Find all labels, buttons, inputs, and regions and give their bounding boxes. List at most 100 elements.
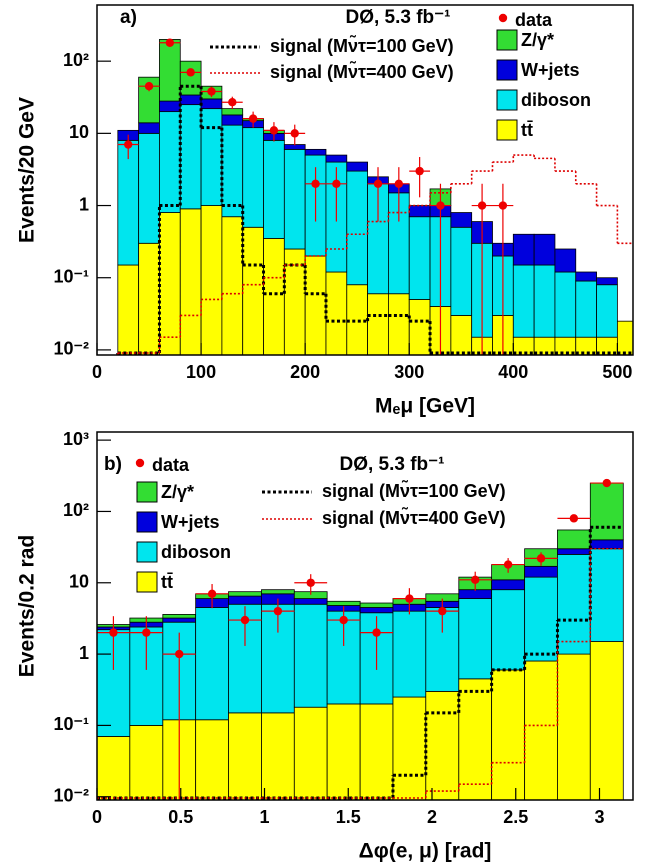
stack-bar	[408, 216, 431, 300]
legend-swatch	[136, 481, 158, 503]
legend-label: signal (Mν̃τ=400 GeV)	[270, 60, 454, 82]
legend-label: data	[152, 455, 190, 475]
stack-bar	[589, 482, 624, 541]
stack-bar	[458, 678, 493, 800]
data-point	[269, 126, 279, 135]
y-tick-label: 10²	[63, 500, 89, 520]
legend-label: diboson	[521, 90, 591, 110]
stack-bar	[261, 589, 295, 595]
stack-bar	[179, 60, 202, 96]
data-point	[438, 606, 447, 616]
stack-bar	[596, 277, 618, 286]
data-point	[240, 615, 250, 625]
stack-bar	[293, 706, 328, 800]
stack-bar	[392, 696, 427, 800]
stack-bar	[512, 233, 535, 266]
panel-label: a)	[120, 7, 137, 28]
stack-bar	[359, 607, 394, 614]
data-point	[109, 628, 118, 637]
legend-label: data	[515, 10, 553, 30]
legend-label: tt̄	[161, 572, 173, 592]
legend-label: Z/γ*	[521, 30, 554, 50]
x-tick-label: 1.5	[336, 807, 361, 827]
panel-label: b)	[104, 454, 122, 475]
y-tick-label: 10²	[63, 50, 89, 70]
stack-bar	[325, 154, 348, 163]
stack-bar	[179, 104, 202, 210]
x-tick-label: 0	[92, 807, 102, 827]
x-tick-label: 2.5	[503, 807, 528, 827]
data-point	[569, 514, 579, 523]
legend-swatch	[136, 511, 158, 533]
y-tick-label: 10⁻²	[53, 785, 89, 805]
chart-title: DØ, 5.3 fb⁻¹	[339, 454, 444, 475]
data-point	[186, 68, 195, 77]
stack-bar	[326, 600, 361, 606]
y-tick-label: 1	[79, 643, 89, 663]
stack-bar	[293, 603, 328, 708]
legend-swatch	[496, 29, 518, 51]
plot-area	[97, 481, 624, 800]
x-axis-label: Mₑμ [GeV]	[375, 395, 475, 418]
data-point	[228, 98, 237, 107]
data-point	[602, 478, 611, 488]
stack-bar	[195, 607, 229, 721]
data-point	[306, 578, 315, 587]
legend-marker	[135, 458, 145, 468]
data-point	[415, 166, 424, 176]
chart-title: DØ, 5.3 fb⁻¹	[345, 7, 450, 28]
y-axis-label: Events/0.2 rad	[16, 535, 39, 677]
stack-bar	[221, 124, 244, 218]
stack-bar	[283, 148, 306, 250]
stack-bar	[554, 271, 577, 338]
x-tick-label: 0.5	[168, 807, 193, 827]
stack-bar	[367, 293, 389, 355]
stack-bar	[491, 669, 526, 800]
stack-bar	[596, 284, 618, 338]
stack-bar	[458, 598, 493, 680]
stack-bar	[557, 553, 591, 655]
y-tick-label: 10	[69, 572, 89, 592]
y-tick-label: 10	[69, 122, 89, 142]
y-tick-label: 10⁻¹	[53, 266, 89, 286]
data-point	[273, 606, 283, 616]
data-point	[248, 114, 258, 123]
data-point	[124, 140, 133, 149]
stack-bar	[159, 111, 181, 213]
stack-bar	[195, 719, 229, 800]
stack-bar	[589, 641, 624, 800]
legend-label: signal (Mν̃τ=100 GeV)	[322, 479, 506, 501]
data-point	[536, 554, 546, 563]
stack-bar	[263, 139, 285, 239]
y-tick-label: 10⁻¹	[53, 714, 89, 734]
stack-bar	[179, 208, 202, 355]
data-point	[477, 201, 487, 210]
stack-bar	[491, 589, 526, 671]
stack-bar	[359, 602, 394, 608]
stack-bar	[200, 98, 223, 110]
stack-bar	[524, 660, 558, 800]
data-point	[394, 179, 404, 189]
x-tick-label: 2	[427, 807, 437, 827]
legend-label: Z/γ*	[161, 482, 194, 502]
legend-label: W+jets	[521, 60, 580, 80]
stack-bar	[293, 598, 328, 605]
stack-bar	[524, 576, 558, 662]
data-point	[290, 129, 299, 138]
data-point	[207, 589, 217, 599]
data-point	[498, 201, 508, 210]
stack-bar	[200, 205, 223, 355]
stack-bar	[129, 725, 164, 800]
plot-area	[116, 39, 633, 355]
legend-label: W+jets	[161, 512, 220, 532]
legend-swatch	[496, 59, 518, 81]
data-point	[373, 179, 383, 189]
stack-bar	[491, 579, 526, 591]
legend-swatch	[496, 119, 518, 141]
data-point	[332, 179, 341, 189]
stack-bar	[616, 320, 633, 355]
plot-frame	[96, 4, 634, 356]
stack-bar	[408, 299, 431, 355]
stack-bar	[425, 690, 460, 800]
